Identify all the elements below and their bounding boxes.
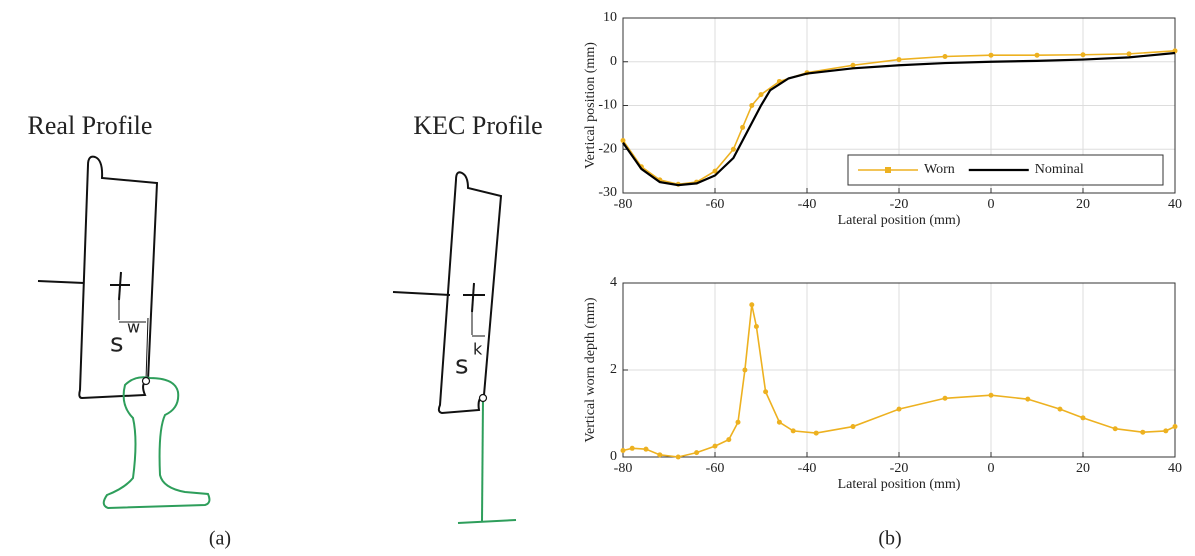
data-point (1126, 51, 1132, 57)
data-point (620, 138, 626, 143)
x-tick-label: -60 (706, 461, 725, 476)
data-point (735, 419, 741, 425)
data-point (988, 52, 994, 58)
data-point (712, 168, 718, 174)
y-tick-label: -20 (598, 141, 617, 156)
x-axis-label: Lateral position (mm) (838, 477, 961, 492)
data-point (790, 428, 796, 434)
legend-marker (885, 167, 891, 173)
data-point (753, 324, 759, 329)
data-point (988, 392, 994, 398)
data-point (1163, 428, 1169, 434)
data-point (763, 389, 769, 395)
plot-frame (622, 282, 1176, 458)
x-tick-label: 0 (988, 461, 995, 476)
data-point (1025, 396, 1031, 402)
contact-point (478, 393, 488, 403)
data-point (1034, 52, 1040, 58)
y-tick-label: 10 (603, 10, 617, 25)
data-point (813, 430, 819, 436)
legend-label: Worn (924, 162, 955, 177)
data-point (657, 452, 663, 458)
rail (481, 397, 484, 523)
data-point (896, 57, 902, 63)
data-point (643, 446, 649, 452)
x-tick-label: -20 (890, 197, 909, 212)
caption: (b) (878, 528, 901, 550)
data-point (675, 454, 681, 460)
data-point (694, 450, 700, 456)
kec-profile-diagram: KEC Profile s k (b) (392, 111, 902, 550)
legend-label: Nominal (1035, 162, 1084, 177)
x-tick-label: -80 (614, 461, 633, 476)
data-point (726, 437, 732, 443)
data-point (620, 447, 626, 453)
contact-point (141, 376, 151, 386)
symbol-sup: k (473, 340, 483, 359)
real-profile-diagram: Real Profile s w (a) (28, 111, 232, 550)
diagram-title: KEC Profile (413, 111, 542, 140)
data-point (1080, 415, 1086, 421)
diagram-title: Real Profile (28, 111, 153, 140)
symbol-sup: w (127, 318, 140, 337)
caption: (a) (209, 528, 231, 550)
x-axis-label: Lateral position (mm) (838, 213, 961, 228)
data-point (749, 103, 755, 108)
data-point (942, 395, 948, 401)
x-tick-label: 40 (1168, 197, 1182, 212)
wheel (437, 171, 503, 415)
series-line (622, 51, 1176, 187)
axle (392, 291, 451, 296)
data-point (730, 146, 736, 152)
center-mark (471, 282, 475, 313)
data-point (850, 62, 856, 68)
data-point (942, 54, 948, 59)
dim-line (145, 317, 149, 381)
data-point (758, 92, 764, 98)
x-tick-label: 20 (1076, 197, 1090, 212)
y-tick-label: 4 (610, 275, 617, 290)
data-point (1172, 424, 1178, 430)
data-point (776, 419, 782, 425)
center-mark (118, 271, 122, 301)
y-tick-label: 0 (610, 449, 617, 464)
x-tick-label: 0 (988, 197, 995, 212)
y-axis-label: Vertical worn depth (mm) (583, 297, 598, 442)
data-point (1112, 426, 1118, 432)
data-point (740, 124, 746, 130)
x-tick-label: -20 (890, 461, 909, 476)
x-tick-label: 40 (1168, 461, 1182, 476)
axle (37, 280, 85, 284)
data-point (896, 406, 902, 412)
x-tick-label: -80 (614, 197, 633, 212)
wheel (78, 155, 159, 400)
data-point (850, 424, 856, 430)
plot-frame (622, 17, 1176, 194)
x-tick-label: 20 (1076, 461, 1090, 476)
x-tick-label: -60 (706, 197, 725, 212)
y-tick-label: 2 (610, 362, 617, 377)
symbol: s (455, 351, 469, 381)
y-tick-label: -10 (598, 98, 617, 113)
data-point (1057, 406, 1063, 412)
x-tick-label: -40 (798, 461, 817, 476)
rail (457, 519, 517, 524)
y-tick-label: 0 (610, 54, 617, 69)
data-point (712, 443, 718, 449)
y-tick-label: -30 (598, 185, 617, 200)
rail (102, 376, 211, 510)
x-tick-label: -40 (798, 197, 817, 212)
symbol: s (110, 329, 124, 359)
data-point (1080, 52, 1086, 58)
data-point (742, 367, 748, 373)
y-axis-label: Vertical position (mm) (583, 42, 598, 169)
data-point (1140, 429, 1146, 435)
data-point (749, 302, 755, 308)
data-point (629, 445, 635, 451)
